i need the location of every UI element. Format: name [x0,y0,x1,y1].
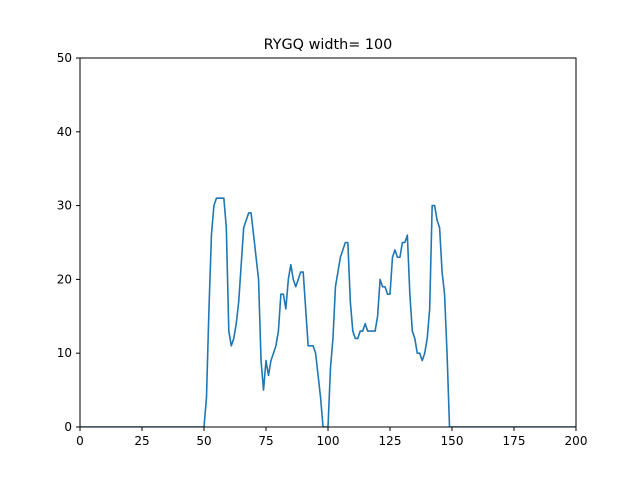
y-tick-label: 30 [57,199,72,213]
x-tick-label: 100 [317,434,340,448]
x-tick-label: 125 [379,434,402,448]
x-tick-label: 50 [196,434,211,448]
y-tick-label: 0 [64,420,72,434]
y-tick-label: 40 [57,125,72,139]
axes-frame [79,57,577,428]
x-tick-label: 0 [76,434,84,448]
x-tick-label: 75 [258,434,273,448]
chart-title: RYGQ width= 100 [264,37,393,53]
x-tick-label: 150 [441,434,464,448]
y-tick-label: 50 [57,51,72,65]
series-line-0 [80,197,576,427]
series-layer [80,197,576,427]
x-tick-label: 25 [134,434,149,448]
y-tick-label: 20 [57,272,72,286]
x-tick-label: 175 [503,434,526,448]
x-tick-label: 200 [565,434,588,448]
axes-layer: 0 25 50 75 100 125 150 175 200 0 10 20 30 40 50 [57,51,588,448]
y-tick-label: 10 [57,346,72,360]
